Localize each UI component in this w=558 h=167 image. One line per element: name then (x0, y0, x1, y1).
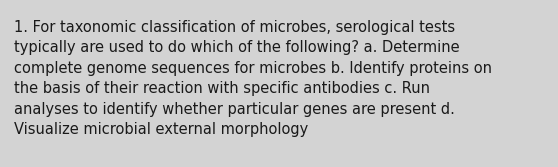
Text: 1. For taxonomic classification of microbes, serological tests
typically are use: 1. For taxonomic classification of micro… (14, 20, 492, 137)
